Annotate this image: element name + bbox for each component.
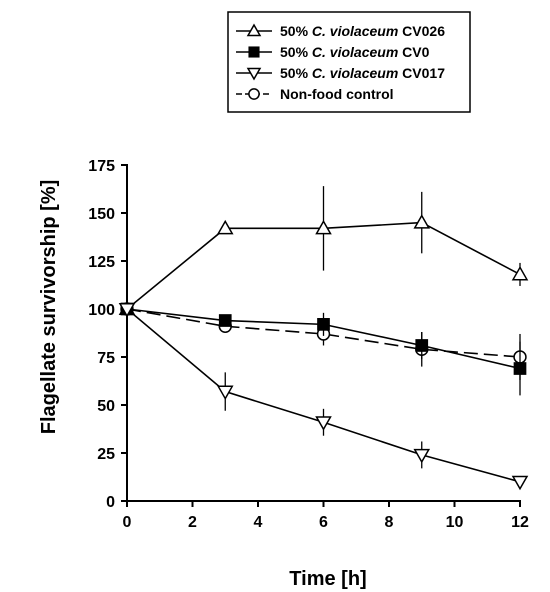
y-axis-title: Flagellate survivorship [%] (38, 180, 60, 435)
legend-item: Non-food control (236, 86, 394, 102)
y-tick-label: 50 (97, 398, 115, 415)
y-tick-label: 150 (88, 206, 115, 223)
legend-item: 50% C. violaceum CV0 (236, 44, 430, 60)
series-2 (118, 303, 529, 491)
data-point (315, 219, 332, 235)
series-1 (120, 302, 527, 396)
legend-label: Non-food control (280, 86, 394, 102)
data-point (216, 385, 234, 401)
legend-box (227, 11, 471, 113)
data-point (315, 416, 332, 431)
x-axis-title: Time [h] (289, 568, 366, 590)
legend-marker (248, 88, 260, 100)
legend: 50% C. violaceum CV026 50% C. violaceum C… (227, 11, 471, 113)
series-layer (118, 186, 529, 491)
data-point (513, 362, 527, 375)
x-tick-label: 8 (385, 514, 394, 531)
legend-marker (248, 46, 260, 58)
series-0 (118, 186, 529, 315)
x-tick-label: 4 (254, 514, 263, 531)
legend-marker (246, 23, 262, 37)
data-point (415, 339, 429, 352)
y-tick-label: 100 (88, 302, 115, 319)
y-tick-label: 125 (88, 254, 115, 271)
legend-item: 50% C. violaceum CV026 (236, 23, 445, 39)
axes: 0 25 50 75 100 125 150 175 0 2 4 6 8 10 12 (88, 158, 529, 531)
x-tick-label: 12 (511, 514, 529, 531)
legend-item: 50% C. violaceum CV017 (236, 65, 445, 81)
legend-label: 50% C. violaceum CV026 (280, 23, 445, 39)
data-point (216, 219, 234, 235)
x-tick-label: 0 (123, 514, 132, 531)
legend-label: 50% C. violaceum CV0 (280, 44, 430, 60)
y-tick-label: 25 (97, 446, 115, 463)
data-point (413, 448, 431, 464)
x-tick-label: 2 (188, 514, 197, 531)
data-point (413, 214, 431, 229)
x-tick-label: 10 (446, 514, 464, 531)
x-tick-label: 6 (319, 514, 328, 531)
data-point (511, 475, 529, 491)
data-point (118, 303, 136, 318)
legend-label: 50% C. violaceum CV017 (280, 65, 445, 81)
legend-marker (246, 67, 262, 81)
y-tick-label: 75 (97, 350, 115, 367)
y-tick-label: 175 (88, 158, 115, 175)
data-point (511, 265, 529, 281)
data-point (218, 314, 232, 327)
series-line (126, 308, 521, 358)
data-point (317, 318, 330, 331)
y-tick-label: 0 (106, 494, 115, 511)
